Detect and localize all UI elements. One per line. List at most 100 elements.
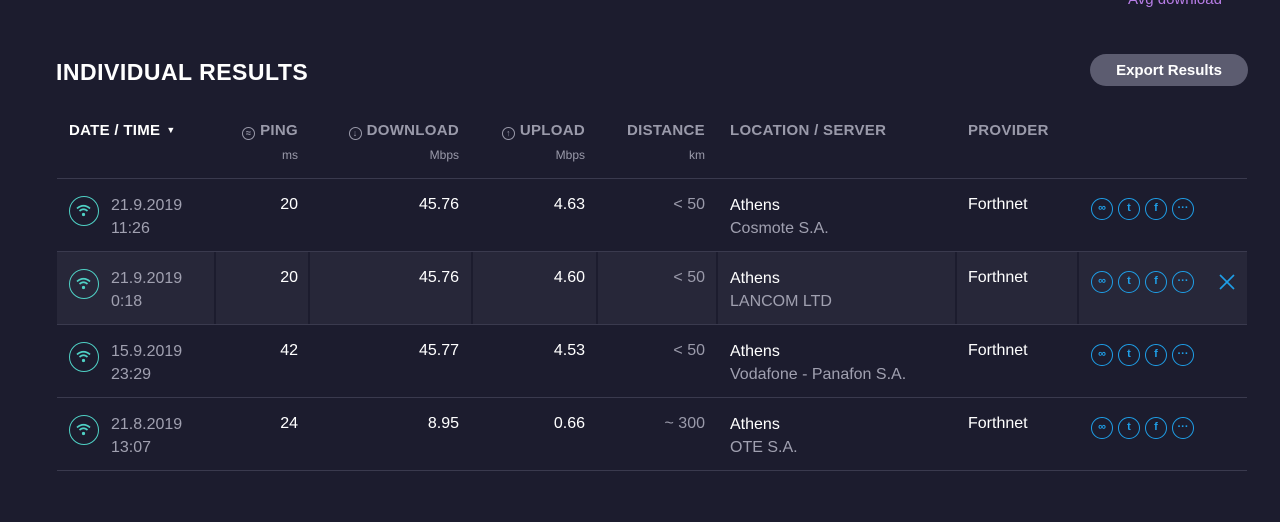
row-provider: Forthnet (968, 415, 1028, 432)
more-icon[interactable]: ··· (1172, 417, 1194, 439)
table-row[interactable]: 15.9.2019 23:29 42 45.77 4.53 < 50 Athens… (57, 325, 1247, 398)
ping-icon: ≈ (242, 127, 256, 140)
row-ping: 20 (280, 196, 298, 213)
page-title: INDIVIDUAL RESULTS (56, 59, 309, 85)
twitter-icon[interactable]: t (1118, 344, 1140, 366)
row-upload: 4.63 (553, 196, 585, 213)
more-icon[interactable]: ··· (1172, 198, 1194, 220)
header-provider[interactable]: PROVIDER (968, 122, 1049, 139)
wifi-icon (69, 415, 99, 445)
table-row[interactable]: 21.9.2019 0:18 20 45.76 4.60 < 50 Athens L… (57, 252, 1247, 325)
column-divider (716, 252, 718, 324)
row-download: 8.95 (427, 415, 459, 432)
header-datetime-label: DATE / TIME (69, 122, 161, 139)
row-location: Athens Vodafone - Panafon S.A. (730, 340, 906, 386)
row-time: 11:26 (111, 220, 150, 237)
row-download: 45.77 (418, 342, 459, 359)
wifi-icon (69, 269, 99, 299)
table-row[interactable]: 21.9.2019 11:26 20 45.76 4.63 < 50 Athens… (57, 179, 1247, 252)
row-actions: ∞ t f ··· (1091, 344, 1199, 366)
wifi-icon (69, 196, 99, 226)
upload-icon: ↑ (501, 127, 515, 140)
column-divider (596, 252, 598, 324)
row-city: Athens (730, 197, 780, 214)
row-download: 45.76 (418, 269, 459, 286)
header-download[interactable]: ↓ DOWNLOAD (348, 122, 459, 140)
sort-caret-icon: ▼ (166, 125, 176, 135)
header-distance[interactable]: DISTANCE (627, 122, 705, 139)
twitter-icon[interactable]: t (1118, 198, 1140, 220)
row-city: Athens (730, 270, 780, 287)
row-distance: < 50 (673, 196, 705, 213)
row-actions: ∞ t f ··· (1091, 198, 1199, 220)
facebook-icon[interactable]: f (1145, 344, 1167, 366)
row-upload: 4.53 (553, 342, 585, 359)
header-upload-unit: Mbps (555, 148, 585, 162)
facebook-icon[interactable]: f (1145, 417, 1167, 439)
header-download-unit: Mbps (429, 148, 459, 162)
avg-download-link[interactable]: Avg download (1128, 0, 1222, 8)
row-location: Athens Cosmote S.A. (730, 194, 829, 240)
table-header: DATE / TIME ▼ ≈ PING ms ↓ DOWNLOAD Mbps ↑ UP… (57, 110, 1247, 179)
row-time: 23:29 (111, 366, 152, 383)
row-date: 21.8.2019 (111, 416, 183, 433)
row-distance: < 50 (673, 269, 705, 286)
header-distance-unit: km (689, 148, 705, 162)
row-server: Vodafone - Panafon S.A. (730, 366, 907, 383)
row-date: 15.9.2019 (111, 343, 183, 360)
row-distance: < 50 (673, 342, 705, 359)
row-time: 13:07 (111, 439, 152, 456)
table-row[interactable]: 21.8.2019 13:07 24 8.95 0.66 ~ 300 Athens… (57, 398, 1247, 471)
link-icon[interactable]: ∞ (1091, 271, 1113, 293)
header-ping[interactable]: ≈ PING (242, 122, 298, 140)
facebook-icon[interactable]: f (1145, 271, 1167, 293)
row-city: Athens (730, 416, 780, 433)
row-server: LANCOM LTD (730, 293, 832, 310)
header-ping-label: PING (260, 122, 298, 139)
header-datetime[interactable]: DATE / TIME ▼ (69, 122, 176, 139)
row-actions: ∞ t f ··· (1091, 271, 1199, 293)
row-datetime: 21.9.2019 11:26 (111, 194, 182, 240)
row-provider: Forthnet (968, 269, 1028, 286)
row-download: 45.76 (418, 196, 459, 213)
link-icon[interactable]: ∞ (1091, 344, 1113, 366)
more-icon[interactable]: ··· (1172, 344, 1194, 366)
row-provider: Forthnet (968, 196, 1028, 213)
header-ping-unit: ms (282, 148, 298, 162)
row-distance: ~ 300 (664, 415, 705, 432)
facebook-icon[interactable]: f (1145, 198, 1167, 220)
export-results-button[interactable]: Export Results (1090, 54, 1248, 86)
row-location: Athens LANCOM LTD (730, 267, 832, 313)
row-actions: ∞ t f ··· (1091, 417, 1199, 439)
column-divider (471, 252, 473, 324)
link-icon[interactable]: ∞ (1091, 198, 1113, 220)
row-datetime: 21.9.2019 0:18 (111, 267, 182, 313)
header-location[interactable]: LOCATION / SERVER (730, 122, 887, 139)
row-datetime: 15.9.2019 23:29 (111, 340, 182, 386)
wifi-icon (69, 342, 99, 372)
header-upload-label: UPLOAD (519, 122, 585, 139)
link-icon[interactable]: ∞ (1091, 417, 1113, 439)
header-upload[interactable]: ↑ UPLOAD (501, 122, 585, 140)
close-icon[interactable] (1217, 272, 1237, 292)
column-divider (955, 252, 957, 324)
row-city: Athens (730, 343, 780, 360)
twitter-icon[interactable]: t (1118, 271, 1140, 293)
row-ping: 42 (280, 342, 298, 359)
row-server: Cosmote S.A. (730, 220, 829, 237)
row-datetime: 21.8.2019 13:07 (111, 413, 182, 459)
header-download-label: DOWNLOAD (366, 122, 459, 139)
row-provider: Forthnet (968, 342, 1028, 359)
column-divider (308, 252, 310, 324)
column-divider (1077, 252, 1079, 324)
more-icon[interactable]: ··· (1172, 271, 1194, 293)
row-upload: 4.60 (553, 269, 585, 286)
twitter-icon[interactable]: t (1118, 417, 1140, 439)
row-server: OTE S.A. (730, 439, 798, 456)
row-date: 21.9.2019 (111, 270, 183, 287)
row-date: 21.9.2019 (111, 197, 183, 214)
column-divider (214, 252, 216, 324)
results-table: DATE / TIME ▼ ≈ PING ms ↓ DOWNLOAD Mbps ↑ UP… (57, 110, 1247, 471)
row-ping: 20 (280, 269, 298, 286)
